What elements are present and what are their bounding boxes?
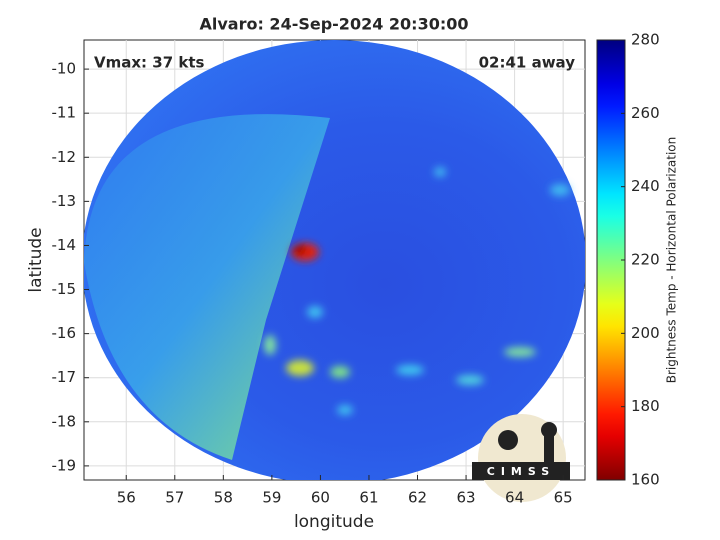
y-tick-label: -10 bbox=[52, 60, 77, 78]
y-tick-label: -15 bbox=[52, 280, 77, 298]
swath-west bbox=[84, 114, 330, 460]
y-tick-label: -16 bbox=[52, 324, 77, 342]
x-tick-label: 63 bbox=[457, 489, 476, 507]
x-tick-label: 65 bbox=[554, 489, 573, 507]
y-tick-label: -17 bbox=[52, 368, 77, 386]
x-tick-label: 61 bbox=[359, 489, 378, 507]
x-tick-label: 57 bbox=[165, 489, 184, 507]
features bbox=[264, 167, 570, 415]
y-tick-label: -13 bbox=[52, 192, 77, 210]
x-tick-label: 56 bbox=[117, 489, 136, 507]
colorbar-tick-label: 280 bbox=[631, 31, 660, 49]
y-axis-label: latitude bbox=[26, 227, 46, 292]
logo: CIMSS bbox=[472, 414, 570, 502]
colorbar-tick-label: 240 bbox=[631, 177, 660, 195]
colorbar-tick-label: 180 bbox=[631, 397, 660, 415]
y-tick-label: -14 bbox=[52, 236, 77, 254]
y-tick-label: -11 bbox=[52, 104, 77, 122]
y-tick-label: -12 bbox=[52, 148, 77, 166]
colorbar bbox=[596, 39, 626, 481]
x-tick-label: 59 bbox=[262, 489, 281, 507]
y-tick-label: -19 bbox=[52, 456, 77, 474]
x-tick-label: 62 bbox=[408, 489, 427, 507]
annotation: 02:41 away bbox=[479, 54, 576, 72]
radar-image bbox=[84, 40, 585, 480]
colorbar-label: Brightness Temp - Horizontal Polarizatio… bbox=[665, 137, 679, 384]
x-axis-label: longitude bbox=[294, 512, 374, 532]
x-tick-label: 64 bbox=[505, 489, 524, 507]
chart-title: Alvaro: 24-Sep-2024 20:30:00 bbox=[199, 15, 468, 34]
logo-text: CIMSS bbox=[487, 465, 555, 478]
colorbar-tick-label: 200 bbox=[631, 324, 660, 342]
y-tick-label: -18 bbox=[52, 412, 77, 430]
colorbar-tick-label: 260 bbox=[631, 104, 660, 122]
colorbar-tick-label: 220 bbox=[631, 251, 660, 269]
annotation: Vmax: 37 kts bbox=[94, 54, 204, 72]
colorbar-tick-label: 160 bbox=[631, 471, 660, 489]
x-tick-label: 58 bbox=[214, 489, 233, 507]
x-tick-label: 60 bbox=[311, 489, 330, 507]
